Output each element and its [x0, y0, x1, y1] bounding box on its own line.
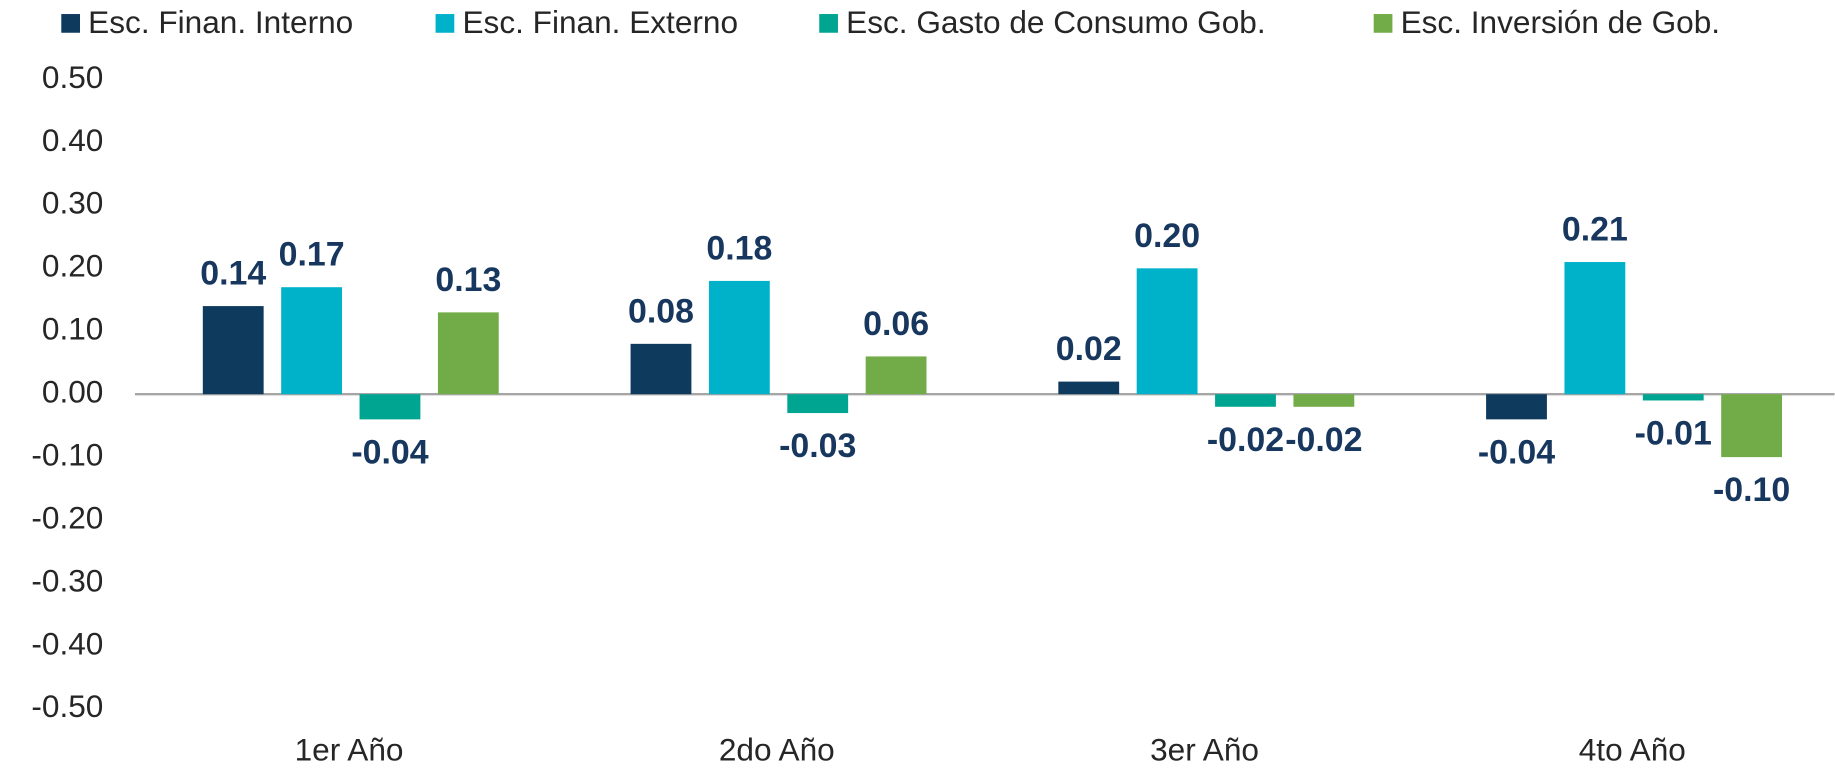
bar: [787, 394, 849, 414]
value-label: 0.13: [435, 261, 501, 299]
bar: [708, 280, 770, 395]
legend-swatch: [435, 14, 455, 33]
value-label: 0.06: [863, 305, 929, 343]
y-tick-label: -0.40: [31, 625, 103, 661]
value-label: 0.20: [1134, 217, 1200, 255]
y-tick-label: 0.10: [42, 311, 103, 347]
legend-label: Esc. Inversión de Gob.: [1401, 4, 1720, 40]
y-tick-label: -0.10: [31, 436, 103, 472]
legend-label: Esc. Finan. Externo: [462, 4, 738, 40]
bar: [359, 394, 421, 420]
y-tick-label: -0.50: [31, 688, 103, 724]
bar: [1721, 394, 1783, 458]
value-label: 0.18: [706, 229, 772, 267]
y-tick-label: 0.30: [42, 185, 103, 221]
bar: [1058, 381, 1120, 395]
legend-swatch: [819, 14, 838, 33]
value-label: -0.10: [1713, 471, 1790, 509]
bar: [1293, 394, 1355, 407]
bar: [630, 343, 692, 395]
x-tick-label: 1er Año: [295, 731, 404, 767]
x-tick-label: 3er Año: [1150, 731, 1259, 767]
value-label: -0.01: [1635, 415, 1712, 453]
value-label: 0.21: [1562, 211, 1628, 249]
bar: [1564, 262, 1626, 395]
value-label: -0.03: [779, 427, 856, 465]
y-tick-label: 0.40: [42, 122, 103, 158]
bar: [281, 287, 343, 395]
value-label: 0.08: [628, 292, 694, 330]
bar: [1642, 394, 1704, 401]
value-label: -0.02: [1207, 421, 1284, 459]
x-tick-label: 4to Año: [1579, 731, 1686, 767]
bar: [1486, 394, 1547, 420]
y-tick-label: 0.50: [42, 59, 103, 95]
bar: [1215, 394, 1276, 407]
value-label: -0.04: [1478, 433, 1555, 471]
value-label: 0.17: [279, 236, 345, 274]
x-tick-label: 2do Año: [719, 731, 835, 767]
value-label: -0.02: [1285, 421, 1362, 459]
legend-label: Esc. Finan. Interno: [88, 4, 353, 40]
bar: [865, 356, 927, 395]
legend-swatch: [1373, 14, 1393, 33]
y-tick-label: -0.30: [31, 562, 103, 598]
legend-swatch: [61, 14, 80, 33]
legend-label: Esc. Gasto de Consumo Gob.: [846, 4, 1266, 40]
value-label: -0.04: [351, 433, 428, 471]
y-tick-label: -0.20: [31, 499, 103, 535]
bar: [437, 312, 499, 395]
value-label: 0.02: [1056, 330, 1122, 368]
y-tick-label: 0.20: [42, 248, 103, 284]
value-label: 0.14: [200, 255, 266, 293]
bar: [1136, 268, 1198, 395]
y-tick-label: 0.00: [42, 374, 103, 410]
bar: [202, 306, 264, 395]
